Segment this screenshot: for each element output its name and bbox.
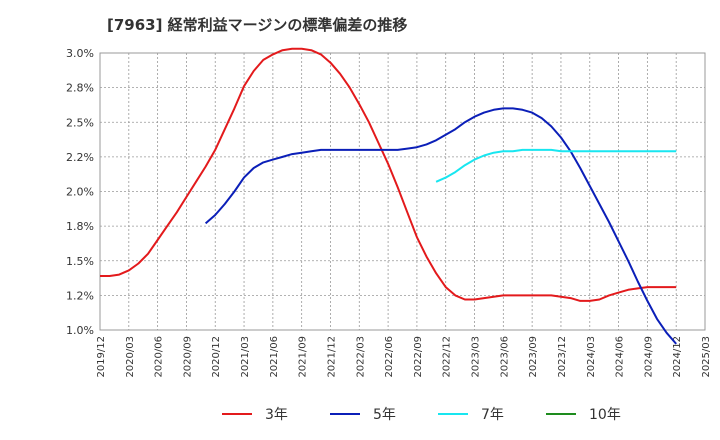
x-tick-label: 2021/09: [298, 336, 309, 378]
y-tick-label: 1.8%: [66, 220, 94, 233]
x-tick-label: 2023/12: [557, 336, 568, 378]
series-line-5年: [204, 107, 677, 345]
x-tick-label: 2024/09: [643, 336, 654, 378]
y-tick-label: 2.2%: [66, 151, 94, 164]
x-tick-label: 2019/12: [96, 336, 107, 378]
y-tick-label: 1.0%: [66, 324, 94, 337]
y-tick-label: 1.5%: [66, 255, 94, 268]
x-tick-label: 2020/09: [182, 336, 193, 378]
y-axis-ticks: 1.0% 1.2% 1.5% 1.8% 2.0% 2.2% 2.5% 2.8% 3.0%: [66, 47, 94, 337]
chart-title: [7963] 経常利益マージンの標準偏差の推移: [107, 16, 407, 34]
legend-label: 5年: [373, 407, 396, 423]
x-tick-label: 2020/03: [125, 336, 136, 378]
x-tick-label: 2022/12: [442, 336, 453, 378]
y-tick-label: 2.8%: [66, 82, 94, 95]
y-tick-label: 1.2%: [66, 289, 94, 302]
legend-label: 3年: [265, 407, 288, 423]
x-tick-label: 2024/06: [615, 336, 626, 378]
x-tick-label: 2022/06: [384, 336, 395, 378]
x-tick-label: 2025/03: [701, 336, 712, 378]
series-lines: [100, 47, 677, 345]
series-line-7年: [435, 148, 677, 183]
x-tick-label: 2024/12: [672, 336, 683, 378]
x-tick-label: 2023/06: [499, 336, 510, 378]
legend: 3年 5年 7年 10年: [222, 407, 621, 423]
x-tick-label: 2022/09: [413, 336, 424, 378]
x-axis-ticks: 2019/12 2020/03 2020/06 2020/09 2020/12 2021/…: [96, 336, 712, 378]
x-tick-label: 2020/12: [211, 336, 222, 378]
x-tick-label: 2023/09: [528, 336, 539, 378]
x-tick-label: 2024/03: [586, 336, 597, 378]
x-tick-label: 2022/03: [355, 336, 366, 378]
x-tick-label: 2021/06: [269, 336, 280, 378]
y-tick-label: 2.5%: [66, 116, 94, 129]
x-tick-label: 2020/06: [154, 336, 165, 378]
x-tick-label: 2021/12: [326, 336, 337, 378]
legend-label: 10年: [589, 407, 621, 423]
y-tick-label: 3.0%: [66, 47, 94, 60]
series-line-3年: [100, 47, 677, 302]
gridlines: [99, 52, 706, 331]
legend-label: 7年: [481, 407, 504, 423]
x-tick-label: 2023/03: [471, 336, 482, 378]
x-tick-label: 2021/03: [240, 336, 251, 378]
y-tick-label: 2.0%: [66, 186, 94, 199]
